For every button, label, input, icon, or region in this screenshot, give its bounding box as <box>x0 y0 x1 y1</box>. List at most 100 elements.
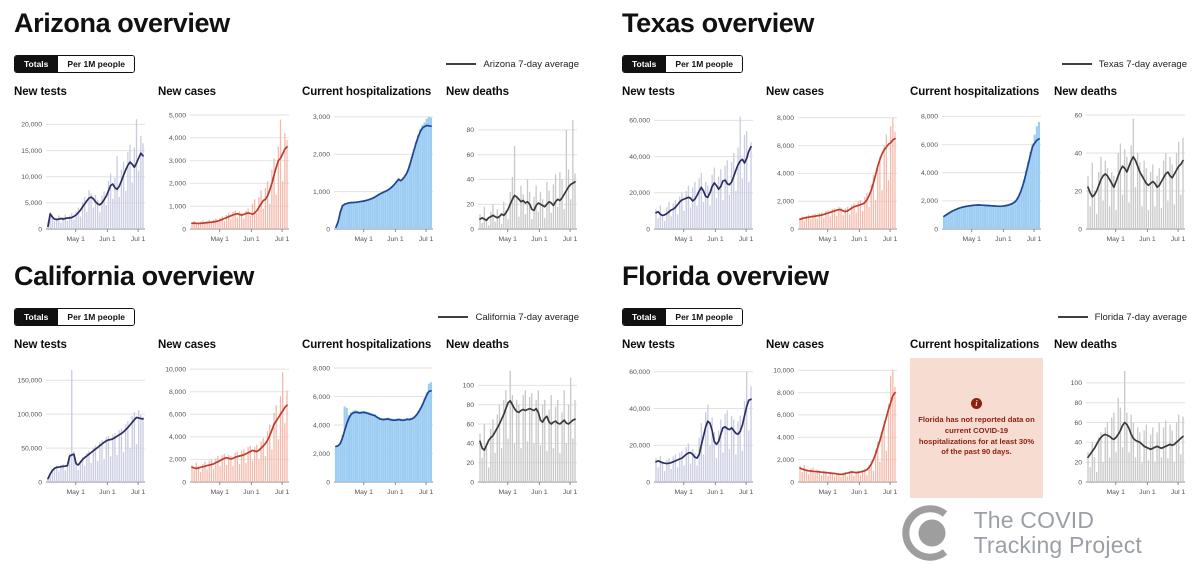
svg-text:Jul 1: Jul 1 <box>131 236 146 243</box>
chart-title-new-cases: New cases <box>766 86 824 99</box>
chart-cell: New deaths 0 20 40 60 80 100 May 1 Jun 1 Jul 1 <box>1054 339 1187 508</box>
totals-toggle-button[interactable]: Totals <box>15 56 58 73</box>
svg-text:0: 0 <box>934 226 938 233</box>
svg-text:0: 0 <box>790 226 794 233</box>
svg-text:3,000: 3,000 <box>313 114 330 121</box>
svg-text:8,000: 8,000 <box>777 115 794 122</box>
chart-title-new-cases: New cases <box>158 86 216 99</box>
svg-text:20: 20 <box>466 460 474 467</box>
svg-text:20: 20 <box>1074 188 1082 195</box>
svg-text:Jul 1: Jul 1 <box>1027 236 1042 243</box>
svg-text:20,000: 20,000 <box>629 190 650 197</box>
notice-text: Florida has not reported data on current… <box>918 415 1035 457</box>
svg-text:6,000: 6,000 <box>777 143 794 150</box>
average-line-swatch <box>446 63 477 66</box>
svg-text:6,000: 6,000 <box>313 394 330 401</box>
average-line-swatch <box>1057 316 1088 319</box>
svg-text:Jul 1: Jul 1 <box>883 489 898 496</box>
totals-per1m-toggle-texas: Totals Per 1M people <box>622 55 744 74</box>
svg-text:6,000: 6,000 <box>169 412 186 419</box>
chart-arizona-current-hospitalizations: 0 1,000 2,000 3,000 May 1 Jun 1 Jul 1 <box>302 105 435 255</box>
chart-cell: Current hospitalizations 0 2,000 4,000 6,00… <box>910 86 1043 255</box>
svg-text:Jun 1: Jun 1 <box>99 236 116 243</box>
svg-text:May 1: May 1 <box>498 489 517 496</box>
svg-text:Jun 1: Jun 1 <box>387 489 404 496</box>
svg-text:0: 0 <box>646 226 650 233</box>
chart-cell: New deaths 0 20 40 60 80 May 1 Jun 1 Jul 1 <box>446 86 579 255</box>
svg-text:100: 100 <box>463 383 475 390</box>
svg-text:Jun 1: Jun 1 <box>531 236 548 243</box>
svg-text:4,000: 4,000 <box>169 434 186 441</box>
svg-text:20: 20 <box>1074 460 1082 467</box>
chart-cell: New tests 0 50,000 100,000 150,000 May 1 Jun … <box>14 339 147 508</box>
chart-title-new-deaths: New deaths <box>446 86 509 99</box>
chart-title-new-deaths: New deaths <box>446 339 509 352</box>
chart-texas-new-deaths: 0 20 40 60 May 1 Jun 1 Jul 1 <box>1054 105 1187 255</box>
per-1m-toggle-button[interactable]: Per 1M people <box>57 56 135 73</box>
chart-title-new-tests: New tests <box>622 339 675 352</box>
svg-text:6,000: 6,000 <box>777 412 794 419</box>
svg-text:20,000: 20,000 <box>629 443 650 450</box>
svg-text:Jul 1: Jul 1 <box>739 236 754 243</box>
totals-toggle-button[interactable]: Totals <box>15 309 58 326</box>
svg-text:Jun 1: Jun 1 <box>1139 489 1156 496</box>
legend-florida: Florida 7-day average <box>1057 312 1187 323</box>
per-1m-toggle-button[interactable]: Per 1M people <box>665 56 743 73</box>
chart-cell: Current hospitalizations 0 1,000 2,000 3,00… <box>302 86 435 255</box>
svg-text:40: 40 <box>1074 150 1082 157</box>
logo-line-2: Tracking Project <box>973 532 1142 558</box>
chart-florida-new-deaths: 0 20 40 60 80 100 May 1 Jun 1 Jul 1 <box>1054 358 1187 508</box>
chart-title-current-hospitalizations: Current hospitalizations <box>910 339 1040 352</box>
svg-text:0: 0 <box>326 479 330 486</box>
svg-text:0: 0 <box>470 226 474 233</box>
svg-text:4,000: 4,000 <box>921 170 938 177</box>
chart-title-new-tests: New tests <box>14 339 67 352</box>
svg-text:Jul 1: Jul 1 <box>131 489 146 496</box>
svg-text:10,000: 10,000 <box>165 367 186 374</box>
svg-text:Jun 1: Jun 1 <box>387 236 404 243</box>
per-1m-toggle-button[interactable]: Per 1M people <box>57 309 135 326</box>
svg-text:8,000: 8,000 <box>921 114 938 121</box>
svg-text:Jul 1: Jul 1 <box>419 489 434 496</box>
info-icon: i <box>971 398 982 410</box>
svg-text:May 1: May 1 <box>354 236 373 243</box>
svg-text:Jul 1: Jul 1 <box>1171 236 1186 243</box>
svg-text:Jul 1: Jul 1 <box>563 236 578 243</box>
chart-title-current-hospitalizations: Current hospitalizations <box>302 339 432 352</box>
chart-arizona-new-cases: 0 1,000 2,000 3,000 4,000 5,000 May 1 Jun 1 Jul … <box>158 105 291 255</box>
florida-hospitalizations-notice: i Florida has not reported data on curre… <box>910 358 1043 499</box>
svg-text:Jul 1: Jul 1 <box>419 236 434 243</box>
chart-florida-new-tests: 0 20,000 40,000 60,000 May 1 Jun 1 Jul 1 <box>622 358 755 508</box>
svg-text:4,000: 4,000 <box>313 422 330 429</box>
svg-text:100,000: 100,000 <box>17 412 42 419</box>
svg-text:8,000: 8,000 <box>777 390 794 397</box>
svg-text:0: 0 <box>1078 226 1082 233</box>
chart-title-new-deaths: New deaths <box>1054 86 1117 99</box>
totals-toggle-button[interactable]: Totals <box>623 56 666 73</box>
svg-text:May 1: May 1 <box>210 489 229 496</box>
svg-text:2,000: 2,000 <box>777 199 794 206</box>
svg-text:May 1: May 1 <box>674 236 693 243</box>
svg-text:60: 60 <box>466 421 474 428</box>
totals-toggle-button[interactable]: Totals <box>623 309 666 326</box>
svg-text:May 1: May 1 <box>818 236 837 243</box>
legend-california: California 7-day average <box>438 312 579 323</box>
page-title-california: California overview <box>14 261 254 291</box>
svg-text:8,000: 8,000 <box>169 389 186 396</box>
svg-text:8,000: 8,000 <box>313 365 330 372</box>
chart-title-current-hospitalizations: Current hospitalizations <box>910 86 1040 99</box>
state-section-texas: Texas overview Totals Per 1M people Texa… <box>609 0 1200 253</box>
chart-cell: New cases 0 1,000 2,000 3,000 4,000 5,000 May … <box>158 86 291 255</box>
svg-text:3,000: 3,000 <box>169 158 186 165</box>
svg-text:4,000: 4,000 <box>777 435 794 442</box>
svg-text:40,000: 40,000 <box>629 406 650 413</box>
svg-text:Jul 1: Jul 1 <box>739 489 754 496</box>
svg-text:5,000: 5,000 <box>25 200 42 207</box>
per-1m-toggle-button[interactable]: Per 1M people <box>665 309 743 326</box>
chart-title-new-cases: New cases <box>158 339 216 352</box>
chart-cell: New tests 0 20,000 40,000 60,000 May 1 Jun 1 J… <box>622 86 755 255</box>
svg-text:0: 0 <box>182 226 186 233</box>
logo-line-1: The COVID <box>973 507 1095 534</box>
svg-text:5,000: 5,000 <box>169 112 186 119</box>
